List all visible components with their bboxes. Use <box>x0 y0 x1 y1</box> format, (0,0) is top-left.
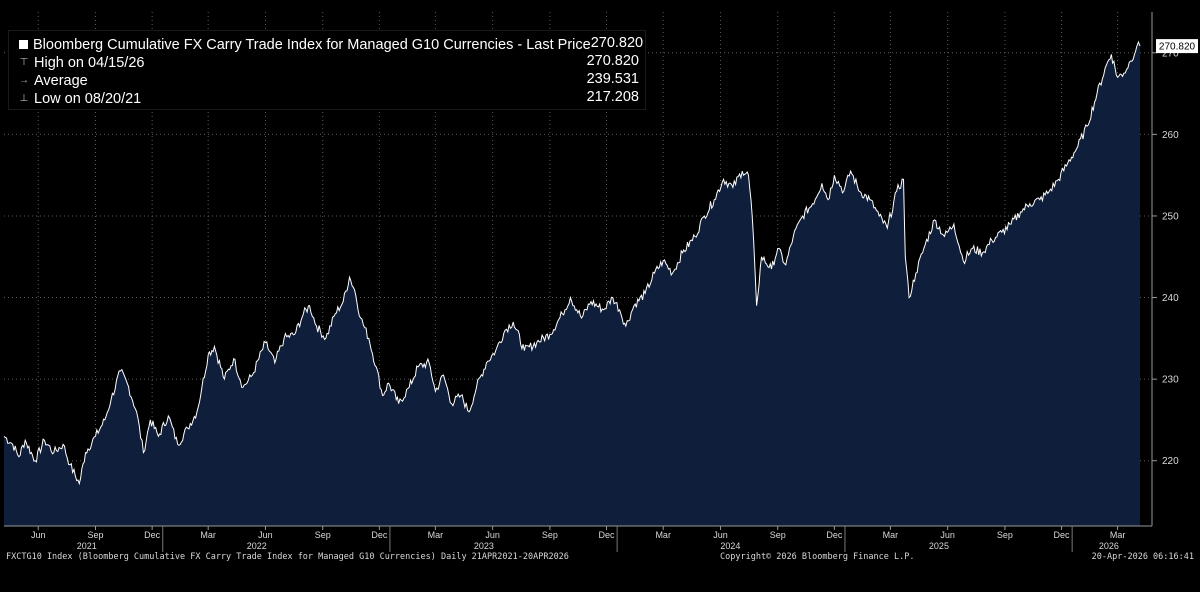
x-tick-label: Sep <box>542 530 558 540</box>
high-label: High on 04/15/26 <box>34 54 145 71</box>
low-label: Low on 08/20/21 <box>34 90 142 107</box>
index-area-fill <box>4 42 1140 526</box>
x-tick-label: Sep <box>997 530 1013 540</box>
x-tick-label: Dec <box>599 530 616 540</box>
x-year-label: 2023 <box>474 541 494 551</box>
x-tick-label: Sep <box>87 530 103 540</box>
last-price-box <box>1156 39 1198 54</box>
footer-description: FXCTG10 Index (Bloomberg Cumulative FX C… <box>6 552 569 562</box>
x-year-label: 2022 <box>247 541 267 551</box>
x-tick-label: Jun <box>258 530 273 540</box>
x-tick-label: Dec <box>826 530 843 540</box>
high-marker-icon: ⊤ <box>19 57 29 68</box>
average-value: 239.531 <box>586 71 639 87</box>
last-price-label: 270.820 <box>1159 42 1196 53</box>
x-tick-label: Mar <box>428 530 444 540</box>
series-square-icon <box>19 40 28 49</box>
average-marker-icon: → <box>19 75 29 86</box>
low-marker-icon: ⊥ <box>19 93 29 104</box>
series-label: Bloomberg Cumulative FX Carry Trade Inde… <box>33 36 591 53</box>
x-tick-label: Mar <box>200 530 216 540</box>
x-year-label: 2026 <box>1099 541 1119 551</box>
x-tick-label: Sep <box>315 530 331 540</box>
last-price-tag: 270.820 <box>1156 39 1198 54</box>
x-tick-label: Dec <box>1054 530 1071 540</box>
y-tick-label: 240 <box>1162 293 1179 304</box>
x-tick-label: Sep <box>770 530 786 540</box>
y-tick-label: 220 <box>1162 456 1179 467</box>
x-tick-label: Jun <box>940 530 955 540</box>
average-label: Average <box>34 72 88 89</box>
x-tick-label: Jun <box>713 530 728 540</box>
x-tick-label: Mar <box>883 530 899 540</box>
x-tick-label: Mar <box>655 530 671 540</box>
x-year-label: 2025 <box>929 541 949 551</box>
x-axis-ticks: Jun Sep Dec Mar Jun Sep Dec Mar Jun Sep Dec Mar Jun S… <box>31 526 1125 552</box>
x-year-label: 2021 <box>77 541 97 551</box>
high-value: 270.820 <box>586 53 639 69</box>
series-last-price: 270.820 <box>590 35 644 51</box>
y-tick-label: 230 <box>1162 375 1179 386</box>
y-tick-label: 260 <box>1162 130 1179 141</box>
x-tick-label: Jun <box>31 530 46 540</box>
x-tick-label: Mar <box>1110 530 1126 540</box>
legend-box: Bloomberg Cumulative FX Carry Trade Inde… <box>8 30 646 110</box>
axes <box>4 12 1153 527</box>
x-year-label: 2024 <box>720 541 740 551</box>
footer-copyright: Copyright© 2026 Bloomberg Finance L.P. <box>720 552 915 562</box>
footer-timestamp: 20-Apr-2026 06:16:41 <box>1091 552 1194 562</box>
index-price-line <box>3 40 1141 486</box>
y-tick-label: 250 <box>1162 211 1179 222</box>
y-tick-label: 270 <box>1162 48 1179 59</box>
x-tick-label: Dec <box>371 530 388 540</box>
y-axis-ticks: 220 230 240 250 260 270 <box>1152 48 1179 467</box>
x-tick-label: Dec <box>144 530 161 540</box>
x-tick-label: Jun <box>485 530 500 540</box>
low-value: 217.208 <box>586 89 639 105</box>
